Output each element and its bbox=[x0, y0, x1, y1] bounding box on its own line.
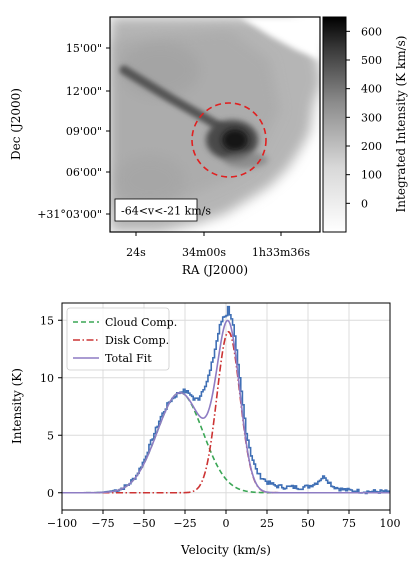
colorbar bbox=[322, 16, 347, 233]
dec-tick-label: 09'00" bbox=[66, 125, 102, 138]
ra-tick-label: 34m00s bbox=[182, 246, 226, 259]
colorbar-tick-label: 100 bbox=[361, 169, 382, 182]
intensity-map-image bbox=[110, 17, 320, 232]
beam-region-circle bbox=[191, 102, 267, 178]
colorbar-tick-label: 300 bbox=[361, 111, 382, 124]
y-tick-label: 15 bbox=[40, 314, 54, 327]
x-tick-label: 75 bbox=[342, 517, 356, 530]
x-axis-ticks: −100 −75 −50 −25 0 25 50 75 100 bbox=[47, 510, 401, 530]
y-tick-label: 5 bbox=[47, 429, 54, 442]
y-tick-label: 0 bbox=[47, 487, 54, 500]
x-tick-label: 50 bbox=[301, 517, 315, 530]
x-tick-label: 25 bbox=[260, 517, 274, 530]
legend-box bbox=[66, 307, 170, 371]
dec-tick-label: 12'00" bbox=[66, 85, 102, 98]
x-tick-label: 0 bbox=[223, 517, 230, 530]
x-tick-label: 100 bbox=[380, 517, 401, 530]
map-frame bbox=[109, 16, 321, 233]
colorbar-tick-label: 0 bbox=[361, 197, 368, 210]
x-tick-label: −100 bbox=[47, 517, 77, 530]
colorbar-tick-label: 400 bbox=[361, 83, 382, 96]
spectrum-chart: −100 −75 −50 −25 0 25 50 75 100 0 5 10 15 Velocity … bbox=[10, 302, 401, 557]
ra-tick-label: 1h33m36s bbox=[252, 246, 311, 259]
y-axis-ticks: 0 5 10 15 bbox=[40, 314, 62, 500]
x-tick-label: −25 bbox=[173, 517, 196, 530]
legend: Cloud Comp. Disk Comp. Total Fit bbox=[66, 307, 177, 371]
velocity-range-box bbox=[114, 198, 198, 222]
legend-label-cloud: Cloud Comp. bbox=[105, 316, 177, 329]
total-fit-line bbox=[62, 319, 390, 494]
dec-axis-label: Dec (J2000) bbox=[9, 88, 23, 160]
y-axis-label: Intensity (K) bbox=[10, 368, 24, 444]
intensity-map-panel: -64<v<-21 km/s 15'00" 12'00" 09'00" 06'0… bbox=[9, 16, 408, 277]
ra-axis-label: RA (J2000) bbox=[182, 263, 248, 277]
series-layer bbox=[62, 305, 390, 495]
dec-tick-label: 06'00" bbox=[66, 166, 102, 179]
disk-component-line bbox=[62, 330, 390, 494]
colorbar-ticks: 0 100 200 300 400 500 600 bbox=[346, 25, 382, 210]
velocity-range-label: -64<v<-21 km/s bbox=[121, 205, 211, 218]
legend-label-disk: Disk Comp. bbox=[105, 334, 169, 347]
x-tick-label: −75 bbox=[91, 517, 114, 530]
colorbar-tick-label: 200 bbox=[361, 140, 382, 153]
legend-label-total: Total Fit bbox=[105, 352, 152, 365]
y-tick-label: 10 bbox=[40, 372, 54, 385]
colorbar-tick-label: 600 bbox=[361, 25, 382, 38]
colorbar-tick-label: 500 bbox=[361, 54, 382, 67]
colorbar-label: Integrated Intensity (K km/s) bbox=[394, 36, 408, 213]
dec-tick-label: 15'00" bbox=[66, 42, 102, 55]
ra-tick-label: 24s bbox=[126, 246, 146, 259]
dec-tick-label: +31°03'00" bbox=[37, 208, 102, 221]
x-tick-label: −50 bbox=[132, 517, 155, 530]
x-axis-label: Velocity (km/s) bbox=[180, 543, 271, 557]
